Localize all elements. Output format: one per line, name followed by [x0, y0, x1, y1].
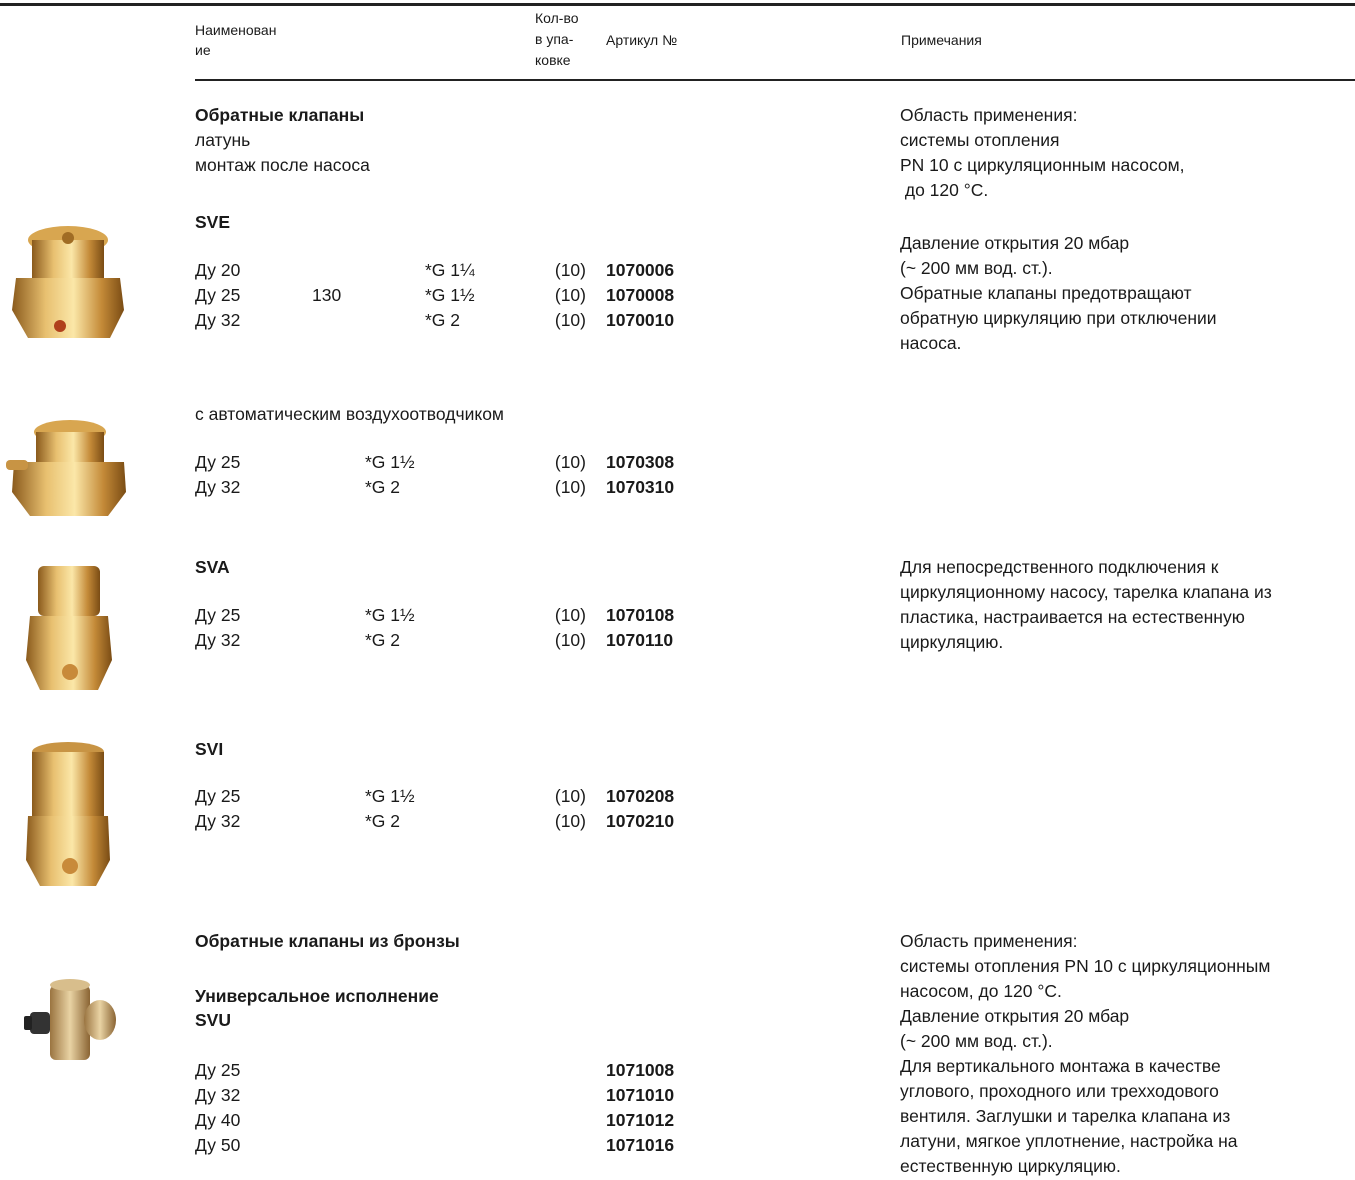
article-number: 1071010	[606, 1085, 675, 1105]
pack-qty: (10)	[554, 452, 586, 472]
note-line: Область применения:	[900, 931, 1078, 951]
group-label: с автоматическим воздухоотводчиком	[195, 404, 504, 424]
thread: *G 1½	[365, 786, 415, 806]
header-name: ие	[195, 42, 211, 58]
note-line: углового, проходного или трехходового	[900, 1081, 1219, 1101]
note-line: естественную циркуляцию.	[900, 1156, 1121, 1176]
pack-qty: (10)	[554, 285, 586, 305]
article-number: 1070310	[606, 477, 675, 497]
article-number: 1070108	[606, 605, 675, 625]
article-number: 1070008	[606, 285, 675, 305]
nominal-size: Ду 32	[195, 630, 241, 650]
note-line: системы отопления PN 10 с циркуляционным	[900, 956, 1271, 976]
nominal-size: Ду 32	[195, 477, 241, 497]
note-line: Область применения:	[900, 105, 1078, 125]
article-number: 1070010	[606, 310, 675, 330]
pack-qty: (10)	[554, 477, 586, 497]
section-title: Обратные клапаны из бронзы	[195, 931, 460, 951]
nominal-size: Ду 25	[195, 1060, 241, 1080]
thread: *G 1½	[425, 285, 475, 305]
note-line: Для вертикального монтажа в качестве	[900, 1056, 1221, 1076]
nominal-size: Ду 32	[195, 1085, 241, 1105]
section-subtitle: Универсальное исполнение	[195, 986, 439, 1006]
article-number: 1070308	[606, 452, 675, 472]
header-rule	[195, 79, 1355, 81]
image-sve-air	[6, 420, 126, 516]
thread: *G 2	[365, 630, 401, 650]
article-number: 1071008	[606, 1060, 675, 1080]
header-pack: Кол-во	[535, 10, 579, 26]
thread: *G 2	[365, 811, 401, 831]
thread: *G 2	[365, 477, 401, 497]
pack-qty: (10)	[554, 786, 586, 806]
nominal-size: Ду 25	[195, 452, 241, 472]
thread: *G 1½	[365, 605, 415, 625]
note-line: латуни, мягкое уплотнение, настройка на	[900, 1131, 1238, 1151]
top-rule	[0, 3, 1355, 6]
note-line: пластика, настраивается на естественную	[900, 607, 1245, 627]
nominal-size: Ду 32	[195, 811, 241, 831]
header-pack: в упа-	[535, 31, 574, 47]
thread: *G 2	[425, 310, 461, 330]
image-sve	[12, 226, 124, 338]
header-article: Артикул №	[606, 32, 678, 48]
nominal-size: Ду 40	[195, 1110, 241, 1130]
header-name: Наименован	[195, 22, 277, 38]
note-line: вентиля. Заглушки и тарелка клапана из	[900, 1106, 1231, 1126]
article-number: 1070208	[606, 786, 675, 806]
note-line: до 120 °C.	[900, 180, 989, 200]
model-name: SVA	[195, 557, 230, 577]
header-pack: ковке	[535, 52, 571, 68]
nominal-size: Ду 25	[195, 786, 241, 806]
note-line: (~ 200 мм вод. ст.).	[900, 258, 1053, 278]
note-line: Давление открытия 20 мбар	[900, 1006, 1130, 1026]
note-line: насоса.	[900, 333, 962, 353]
pack-qty: (10)	[554, 630, 586, 650]
note-line: Обратные клапаны предотвращают	[900, 283, 1192, 303]
pack-qty: (10)	[554, 310, 586, 330]
length: 130	[312, 285, 342, 305]
note-line: циркуляцию.	[900, 632, 1004, 652]
thread: *G 1¼	[425, 260, 475, 280]
article-number: 1070210	[606, 811, 675, 831]
model-name: SVI	[195, 739, 224, 759]
note-line: обратную циркуляцию при отключении	[900, 308, 1217, 328]
pack-qty: (10)	[554, 260, 586, 280]
pack-qty: (10)	[554, 605, 586, 625]
note-line: циркуляционному насосу, тарелка клапана …	[900, 582, 1272, 602]
note-line: (~ 200 мм вод. ст.).	[900, 1031, 1053, 1051]
article-number: 1071012	[606, 1110, 675, 1130]
image-svi	[26, 742, 110, 886]
nominal-size: Ду 50	[195, 1135, 241, 1155]
image-sva	[26, 566, 112, 690]
model-name: SVE	[195, 212, 231, 232]
note-line: насосом, до 120 °C.	[900, 981, 1062, 1001]
note-line: Для непосредственного подключения к	[900, 557, 1219, 577]
header-notes: Примечания	[901, 32, 982, 48]
article-number: 1071016	[606, 1135, 675, 1155]
article-number: 1070006	[606, 260, 675, 280]
image-svu	[24, 979, 116, 1060]
nominal-size: Ду 20	[195, 260, 241, 280]
article-number: 1070110	[606, 630, 674, 650]
thread: *G 1½	[365, 452, 415, 472]
note-line: системы отопления	[900, 130, 1060, 150]
model-name: SVU	[195, 1010, 231, 1030]
pack-qty: (10)	[554, 811, 586, 831]
note-line: Давление открытия 20 мбар	[900, 233, 1130, 253]
nominal-size: Ду 25	[195, 605, 241, 625]
section-title: Обратные клапаны	[195, 105, 365, 125]
nominal-size: Ду 25	[195, 285, 241, 305]
note-line: PN 10 с циркуляционным насосом,	[900, 155, 1185, 175]
section-line: монтаж после насоса	[195, 155, 370, 175]
section-line: латунь	[195, 130, 251, 150]
nominal-size: Ду 32	[195, 310, 241, 330]
